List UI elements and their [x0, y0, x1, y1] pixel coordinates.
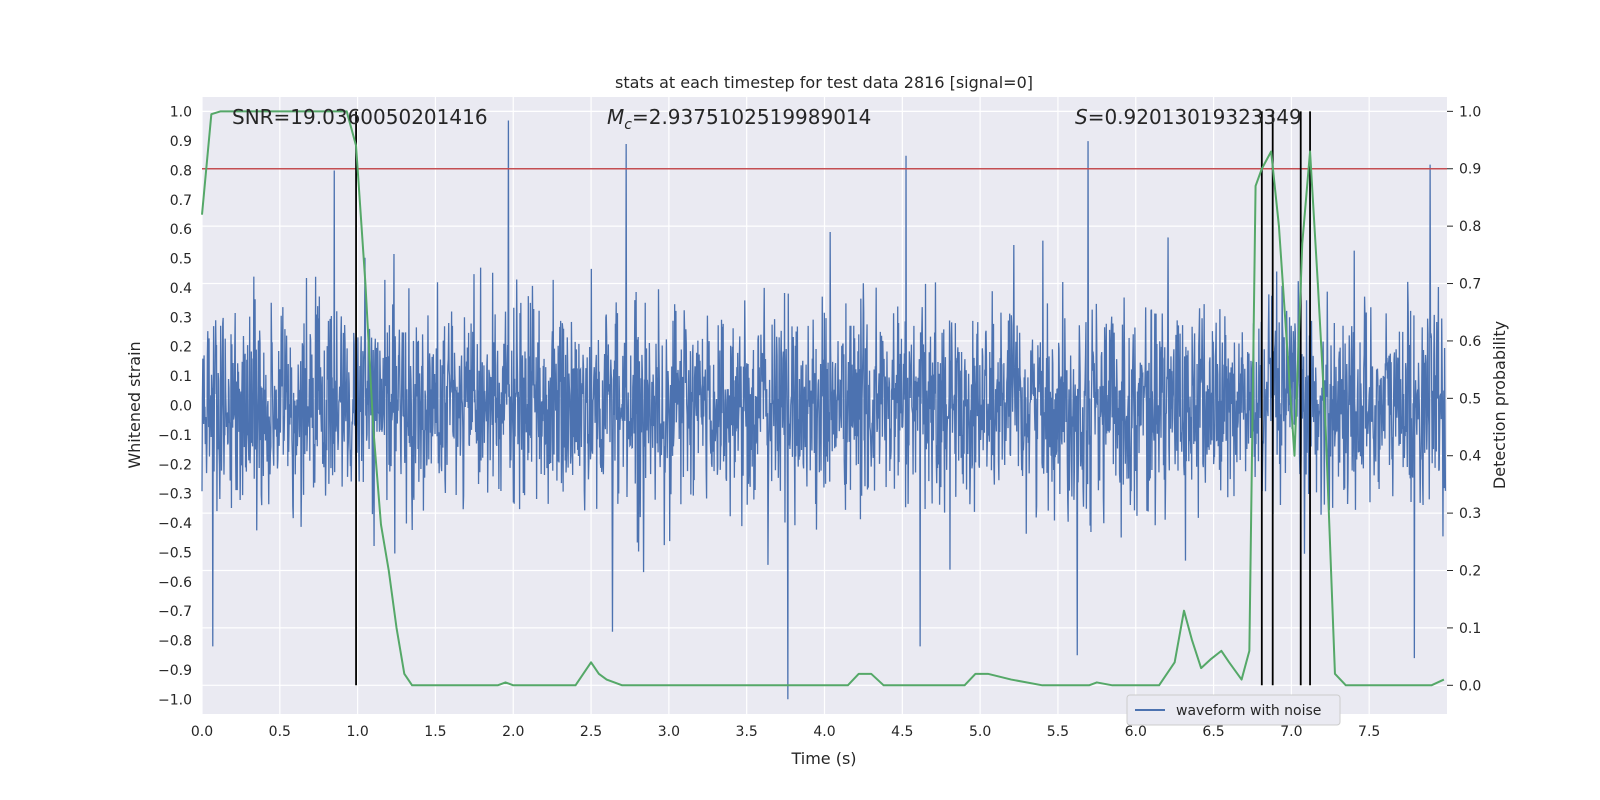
y-left-tick-label: −0.1	[158, 428, 192, 444]
chirp-mass-symbol: M	[607, 105, 624, 129]
chirp-mass-value: =2.9375102519989014	[632, 105, 871, 129]
y-left-tick-label: −0.9	[158, 663, 192, 679]
y-axis-label-left: Whitened strain	[125, 341, 144, 468]
x-tick-label: 1.0	[346, 724, 368, 740]
legend-box	[1126, 694, 1341, 726]
score-value: =0.92013019323349	[1088, 105, 1302, 129]
x-tick-label: 2.0	[502, 724, 524, 740]
y-left-tick-label: −0.5	[158, 545, 192, 561]
snr-annotation: SNR=19.0360050201416	[232, 105, 488, 129]
score-symbol: S	[1075, 105, 1088, 129]
y-left-tick-label: 0.8	[170, 163, 192, 179]
detection-probability-series	[201, 110, 1445, 687]
y-left-tick-label: −0.3	[158, 487, 192, 503]
x-tick-label: 4.0	[813, 724, 835, 740]
x-tick-label: 3.0	[658, 724, 680, 740]
y-right-tick-label: 0.1	[1459, 621, 1481, 637]
y-left-tick-label: −1.0	[158, 692, 192, 708]
waveform-series	[201, 120, 1447, 700]
y-left-tick-label: −0.7	[158, 604, 192, 620]
score-annotation: S=0.92013019323349	[1075, 105, 1302, 129]
y-left-tick-label: 0.4	[170, 281, 192, 297]
y-right-tick-label: 0.5	[1459, 391, 1481, 407]
y-right-tick-label: 0.4	[1459, 449, 1481, 465]
waveform-line	[201, 120, 1447, 700]
y-axis-right: 1.0 0.9 0.8 0.7 0.6 0.5 0.4 0.3 0.2 0.1 0.0	[1447, 104, 1481, 694]
chart-title: stats at each timestep for test data 281…	[615, 73, 1033, 92]
legend: waveform with noise	[1126, 694, 1341, 726]
y-left-tick-label: 0.1	[170, 369, 192, 385]
y-axis-left: 1.0 0.9 0.8 0.7 0.6 0.5 0.4 0.3 0.2 0.1 0.0 −0.1 −0.…	[158, 105, 192, 709]
y-left-tick-label: 0.6	[170, 222, 192, 238]
x-tick-label: 5.0	[969, 724, 991, 740]
y-left-tick-label: 0.9	[170, 134, 192, 150]
x-tick-label: 6.5	[1202, 724, 1224, 740]
probability-line	[201, 110, 1445, 687]
x-tick-label: 0.0	[191, 724, 213, 740]
x-tick-label: 0.5	[269, 724, 291, 740]
detection-markers	[355, 111, 1311, 686]
x-tick-label: 2.5	[580, 724, 602, 740]
y-right-tick-label: 0.9	[1459, 162, 1481, 178]
y-left-tick-label: 0.0	[170, 399, 192, 415]
y-right-tick-label: 0.8	[1459, 219, 1481, 235]
y-axis-label-right: Detection probability	[1490, 321, 1509, 489]
x-axis: 0.0 0.5 1.0 1.5 2.0 2.5 3.0 3.5 4.0 4.5 5.0 5.5 6.0 6…	[191, 724, 1380, 740]
x-tick-label: 7.5	[1358, 724, 1380, 740]
x-tick-label: 6.0	[1125, 724, 1147, 740]
y-right-tick-label: 0.0	[1459, 678, 1481, 694]
y-left-tick-label: 0.2	[170, 340, 192, 356]
x-axis-label: Time (s)	[790, 749, 856, 768]
x-tick-label: 4.5	[891, 724, 913, 740]
x-tick-label: 3.5	[736, 724, 758, 740]
y-right-tick-label: 1.0	[1459, 104, 1481, 120]
chirp-mass-annotation: Mc=2.9375102519989014	[607, 105, 871, 133]
y-right-tick-label: 0.6	[1459, 334, 1481, 350]
y-left-tick-label: 1.0	[170, 105, 192, 121]
y-right-tick-label: 0.2	[1459, 564, 1481, 580]
y-left-tick-label: 0.5	[170, 252, 192, 268]
y-left-tick-label: 0.3	[170, 310, 192, 326]
chirp-mass-subscript: c	[624, 117, 632, 133]
x-tick-label: 5.5	[1047, 724, 1069, 740]
y-left-tick-label: −0.2	[158, 457, 192, 473]
legend-label: waveform with noise	[1176, 703, 1321, 719]
y-left-tick-label: 0.7	[170, 193, 192, 209]
y-right-tick-label: 0.3	[1459, 506, 1481, 522]
y-left-tick-label: −0.6	[158, 575, 192, 591]
x-tick-label: 1.5	[424, 724, 446, 740]
y-right-tick-label: 0.7	[1459, 277, 1481, 293]
x-tick-label: 7.0	[1280, 724, 1302, 740]
y-left-tick-label: −0.4	[158, 516, 192, 532]
y-left-tick-label: −0.8	[158, 634, 192, 650]
